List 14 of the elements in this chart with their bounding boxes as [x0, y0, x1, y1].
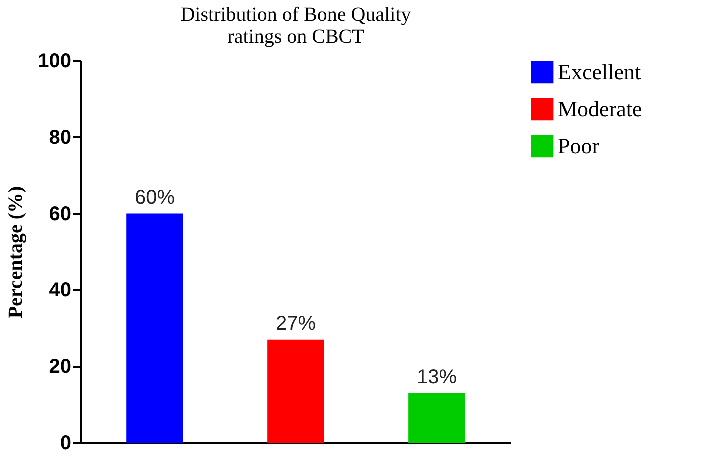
chart-title: Distribution of Bone Quality ratings on CBCT	[180, 4, 412, 48]
y-tick-label: 100	[38, 50, 72, 72]
y-tick-label: 40	[49, 280, 72, 302]
legend-label: Excellent	[558, 60, 642, 84]
y-tick-label: 20	[49, 356, 72, 378]
y-tick-label: 60	[49, 203, 72, 226]
y-axis-title: Percentage (%)	[5, 186, 28, 319]
data-label: 60%	[135, 186, 176, 209]
y-tick-label: 80	[49, 126, 72, 149]
y-tick-label: 0	[60, 432, 72, 454]
data-label: 13%	[416, 366, 458, 388]
data-label: 27%	[276, 312, 316, 335]
legend-label: Moderate	[558, 96, 642, 122]
legend-label: Poor	[558, 134, 600, 158]
